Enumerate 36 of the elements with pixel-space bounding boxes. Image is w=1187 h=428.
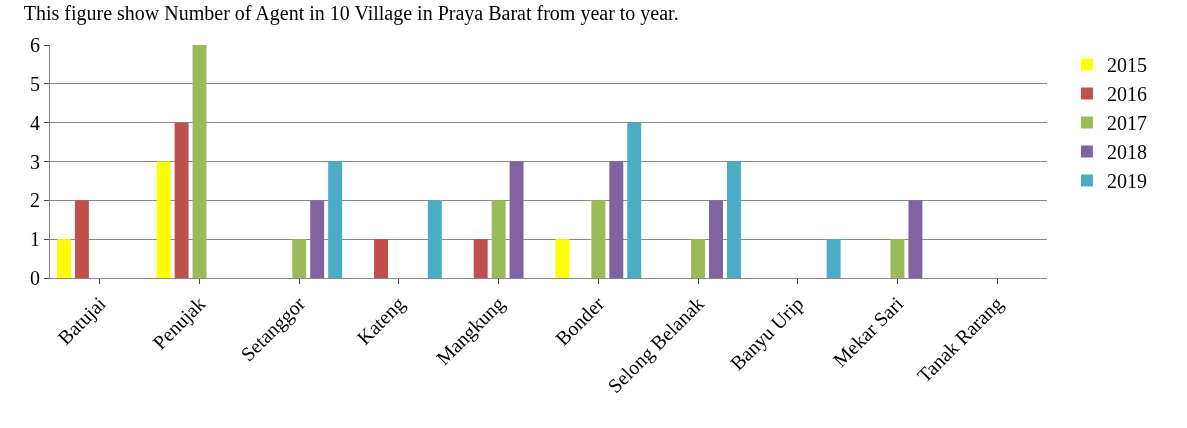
bar [609,161,624,278]
bar [555,239,570,278]
y-tick-label: 4 [30,111,40,134]
legend-label: 2018 [1106,141,1147,164]
chart-title: This figure show Number of Agent in 10 Village in Praya Barat from year to year. [23,2,679,26]
bar [627,122,642,278]
bar [691,239,706,278]
bar [709,200,723,278]
bar [908,200,923,278]
bar [156,161,171,278]
legend-label: 2017 [1106,112,1147,135]
bar [192,45,207,278]
legend-label: 2019 [1106,170,1147,193]
bar [491,200,506,278]
bar [509,161,524,278]
y-tick-label: 0 [30,267,40,289]
y-tick-label: 6 [30,34,40,56]
bar [292,239,307,278]
legend-label: 2016 [1106,83,1147,106]
y-tick-label: 1 [30,228,40,251]
bar [473,239,488,278]
bar [890,239,905,278]
y-tick-label: 3 [30,150,40,173]
bar [74,200,89,278]
bar [374,239,388,278]
bar [174,122,189,278]
y-tick-label: 2 [30,189,40,212]
y-tick-label: 5 [30,72,40,95]
bar [726,161,741,278]
bar [427,200,442,278]
bar [591,200,606,278]
bar [310,200,325,278]
bar [826,239,841,278]
bar [328,161,343,278]
legend-label: 2015 [1106,54,1147,77]
bar [56,239,71,278]
